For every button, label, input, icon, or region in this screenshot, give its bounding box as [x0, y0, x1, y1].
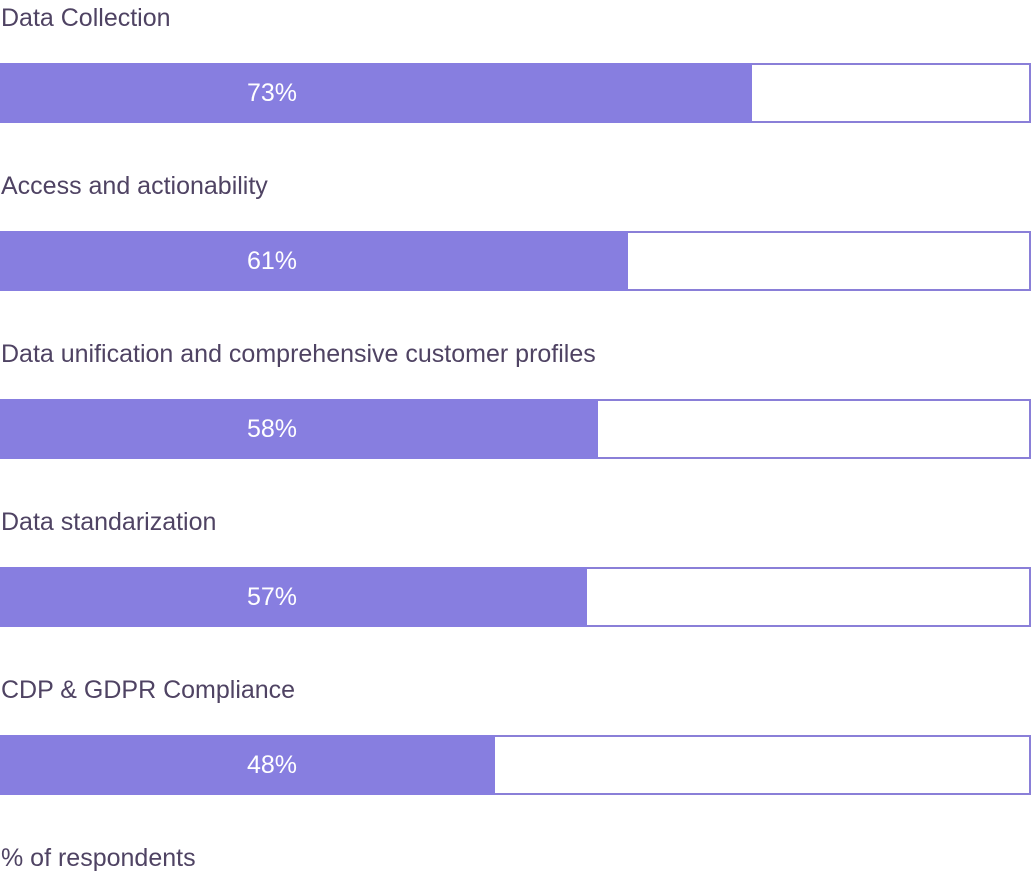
bar-track: 61%: [0, 231, 1031, 291]
bar-value-label: 58%: [246, 415, 298, 443]
bar: [0, 735, 495, 795]
bar: [0, 231, 628, 291]
bar-value-label: 48%: [246, 751, 298, 779]
bar-value-label: 73%: [246, 79, 298, 107]
bar-track: 48%: [0, 735, 1031, 795]
category-label: Access and actionability: [1, 172, 268, 200]
bar: [0, 399, 598, 459]
bar-value-label: 57%: [246, 583, 298, 611]
bar-track: 57%: [0, 567, 1031, 627]
category-label: CDP & GDPR Compliance: [1, 676, 296, 704]
bar: [0, 567, 587, 627]
category-label: Data standarization: [1, 508, 217, 536]
bar-value-label: 61%: [246, 247, 298, 275]
category-label: Data unification and comprehensive custo…: [1, 340, 596, 368]
bar-track: 58%: [0, 399, 1031, 459]
bar-track: 73%: [0, 63, 1031, 123]
footer-label: % of respondents: [1, 844, 196, 872]
category-label: Data Collection: [1, 4, 171, 32]
bar: [0, 63, 752, 123]
